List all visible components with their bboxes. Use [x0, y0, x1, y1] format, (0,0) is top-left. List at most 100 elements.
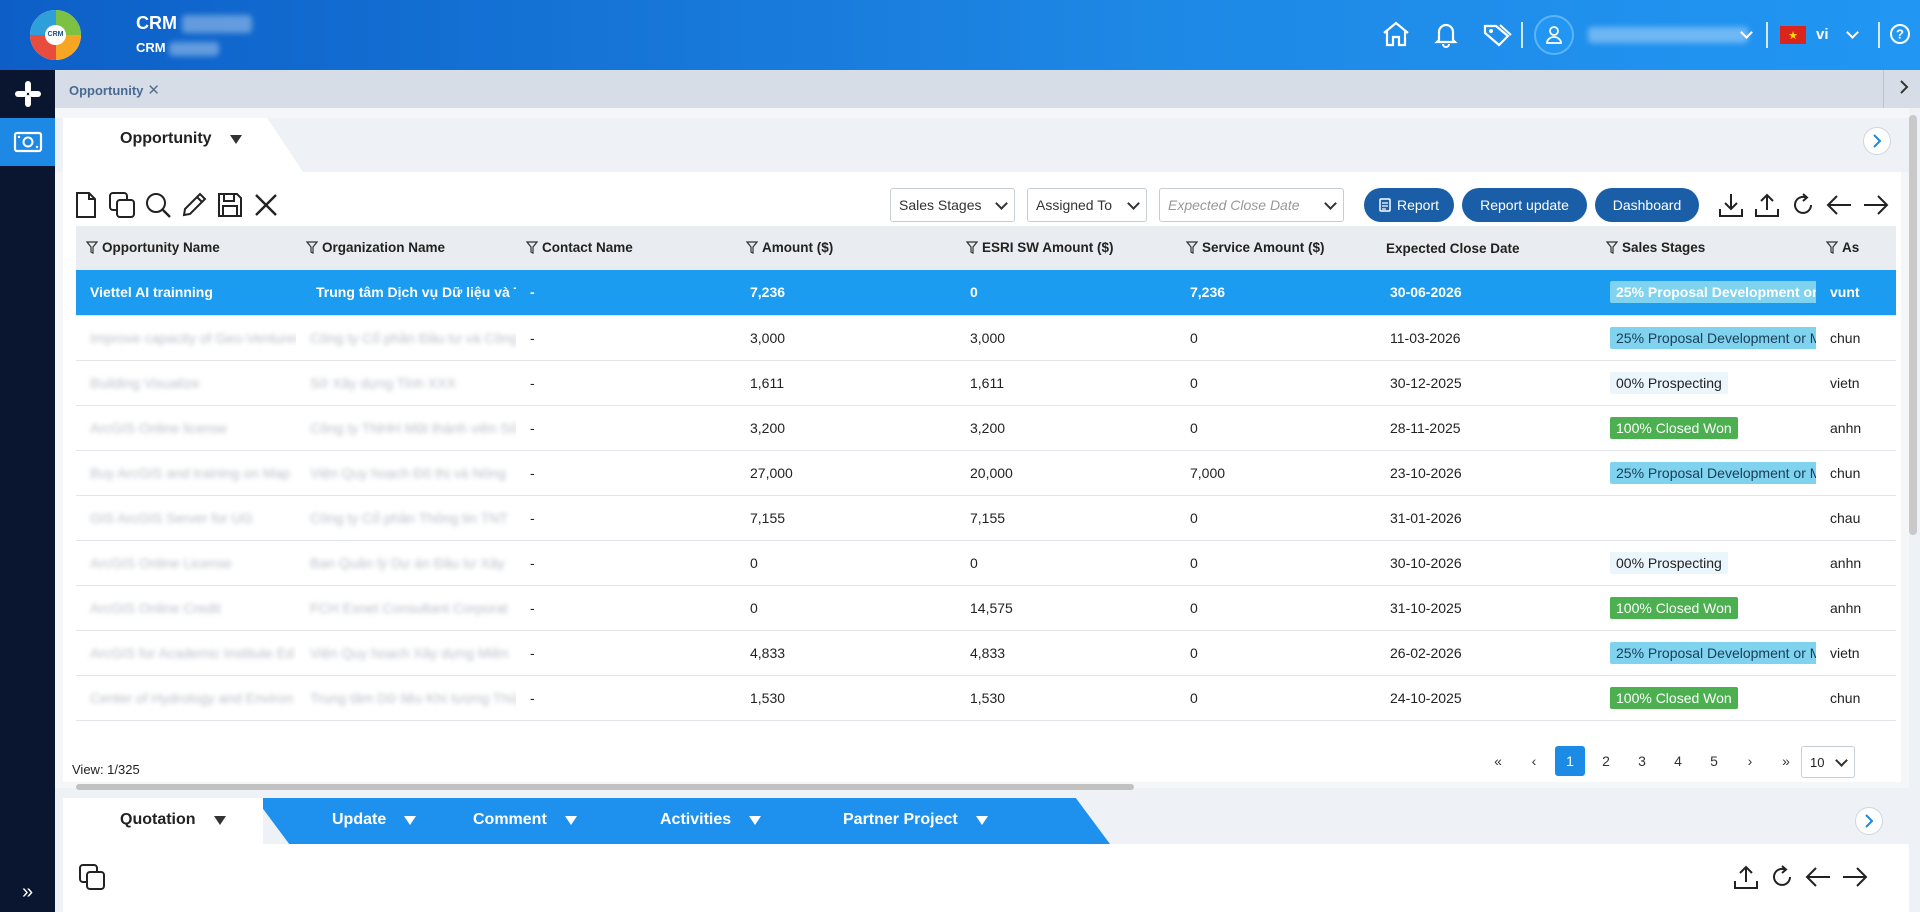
bell-icon[interactable]	[1430, 18, 1462, 50]
upload-icon[interactable]	[1752, 190, 1782, 220]
tags-icon[interactable]	[1482, 18, 1514, 50]
prev-page-icon[interactable]: ‹	[1531, 753, 1537, 769]
vertical-scrollbar[interactable]	[1909, 115, 1917, 535]
help-icon[interactable]: ?	[1884, 18, 1916, 50]
filter-icon[interactable]	[745, 240, 759, 257]
caret-down-icon[interactable]	[229, 134, 242, 144]
table-row[interactable]: Buy ArcGIS and training on Map Viện Quy h…	[76, 450, 1896, 496]
page-size-select[interactable]: 10	[1801, 746, 1855, 778]
page-number-button[interactable]: 2	[1602, 753, 1610, 769]
tab-comment[interactable]: Comment	[473, 811, 577, 829]
table-row[interactable]: GIS ArcGIS Server for UG Công ty Cổ phần …	[76, 495, 1896, 541]
table-row[interactable]: Building Visualize Sở Xây dựng Tỉnh XXX - 1…	[76, 360, 1896, 406]
refresh-icon[interactable]	[1788, 190, 1818, 220]
column-header[interactable]: Opportunity Name	[76, 226, 296, 270]
edit-pencil-icon[interactable]	[179, 190, 209, 220]
tabstrip-next-icon[interactable]	[1898, 79, 1910, 98]
caret-down-icon[interactable]	[975, 815, 988, 825]
user-name[interactable]	[1588, 26, 1748, 44]
caret-down-icon[interactable]	[564, 815, 577, 825]
column-header[interactable]: Sales Stages	[1596, 226, 1816, 270]
crm-logo[interactable]: CRM	[30, 10, 81, 60]
tab-quotation[interactable]: Quotation	[120, 811, 226, 829]
column-header[interactable]: Service Amount ($)	[1176, 226, 1376, 270]
last-page-icon[interactable]: »	[1782, 753, 1790, 769]
filter-icon[interactable]	[965, 240, 979, 257]
tab-activities[interactable]: Activities	[660, 811, 762, 829]
download-icon[interactable]	[1716, 190, 1746, 220]
caret-down-icon[interactable]	[404, 815, 417, 825]
tab-opportunity[interactable]: Opportunity ✕	[69, 81, 160, 99]
dashboard-button[interactable]: Dashboard	[1595, 188, 1699, 222]
column-header[interactable]: ESRI SW Amount ($)	[956, 226, 1176, 270]
panel-next-icon[interactable]	[1863, 127, 1891, 155]
report-button[interactable]: Report	[1364, 188, 1454, 222]
filter-icon[interactable]	[1825, 240, 1839, 257]
user-avatar-icon[interactable]	[1534, 15, 1574, 55]
horizontal-scrollbar[interactable]	[76, 784, 1896, 790]
page-number-button[interactable]: 5	[1710, 753, 1718, 769]
close-icon[interactable]: ✕	[147, 82, 160, 99]
bottom-next-icon[interactable]	[1855, 807, 1883, 835]
table-row[interactable]: ArcGIS for Academic Institute Ed Viện Quy…	[76, 630, 1896, 676]
table-row[interactable]: Center of Hydrology and Environ Trung tâm…	[76, 675, 1896, 721]
column-header[interactable]: As	[1816, 226, 1896, 270]
language-label[interactable]: vi	[1816, 26, 1829, 43]
table-row[interactable]: Viettel AI trainning Trung tâm Dịch vụ Dữ…	[76, 270, 1896, 316]
assigned-to-filter[interactable]: Assigned To	[1027, 188, 1147, 222]
tab-update[interactable]: Update	[332, 811, 417, 829]
table-cell-name: Viettel AI trainning	[76, 270, 296, 316]
save-icon[interactable]	[215, 190, 245, 220]
filter-icon[interactable]	[525, 240, 539, 257]
sales-stages-filter[interactable]: Sales Stages	[890, 188, 1015, 222]
user-menu-chevron-icon[interactable]	[1730, 18, 1762, 50]
filter-icon[interactable]	[305, 240, 319, 257]
copy-icon[interactable]	[77, 862, 107, 892]
column-header[interactable]: Organization Name	[296, 226, 516, 270]
sidebar-item-apps[interactable]	[0, 70, 55, 118]
cell-text: Công ty TNHH Một thành viên Số	[310, 419, 516, 436]
filter-icon[interactable]	[1185, 240, 1199, 257]
table-row[interactable]: ArcGIS Online License Ban Quản lý Dự án Đ…	[76, 540, 1896, 586]
table-row[interactable]: ArcGIS Online license Công ty TNHH Một th…	[76, 405, 1896, 451]
home-icon[interactable]	[1380, 18, 1412, 50]
report-update-button[interactable]: Report update	[1462, 188, 1587, 222]
cell-text: 31-01-2026	[1390, 509, 1462, 526]
sidebar-expand-icon[interactable]: »	[21, 880, 34, 903]
tab-opportunity-panel[interactable]: Opportunity	[120, 130, 242, 148]
column-header[interactable]: Amount ($)	[736, 226, 956, 270]
panel-tab-label: Opportunity	[120, 130, 212, 147]
cell-text: -	[530, 329, 535, 346]
table-cell-name: ArcGIS Online license	[76, 405, 296, 451]
sidebar-item-opportunity[interactable]	[0, 118, 55, 166]
filter-icon[interactable]	[85, 240, 99, 257]
arrow-right-icon[interactable]	[1840, 862, 1870, 892]
arrow-left-icon[interactable]	[1824, 190, 1854, 220]
cell-text: 11-03-2026	[1390, 329, 1461, 346]
caret-down-icon[interactable]	[213, 815, 226, 825]
table-cell-service: 7,236	[1176, 270, 1376, 316]
expected-close-date-filter[interactable]: Expected Close Date	[1159, 188, 1344, 222]
page-number-button[interactable]: 4	[1674, 753, 1682, 769]
tab-partner-project[interactable]: Partner Project	[843, 811, 988, 829]
column-header[interactable]: Expected Close Date	[1376, 226, 1596, 270]
first-page-icon[interactable]: «	[1494, 753, 1502, 769]
caret-down-icon[interactable]	[749, 815, 762, 825]
next-page-icon[interactable]: ›	[1747, 753, 1753, 769]
refresh-icon[interactable]	[1767, 862, 1797, 892]
cell-text: 30-06-2026	[1390, 284, 1462, 301]
column-header[interactable]: Contact Name	[516, 226, 736, 270]
page-number-button[interactable]: 3	[1638, 753, 1646, 769]
new-file-icon[interactable]	[71, 190, 101, 220]
table-row[interactable]: ArcGIS Online Credit FCH Esnet Consultant…	[76, 585, 1896, 631]
language-chevron-icon[interactable]	[1836, 18, 1868, 50]
upload-icon[interactable]	[1731, 862, 1761, 892]
search-icon[interactable]	[143, 190, 173, 220]
arrow-right-icon[interactable]	[1861, 190, 1891, 220]
table-row[interactable]: Improve capacity of Geo-Ventures Công ty …	[76, 315, 1896, 361]
page-number-button[interactable]: 1	[1555, 746, 1585, 776]
delete-x-icon[interactable]	[251, 190, 281, 220]
arrow-left-icon[interactable]	[1803, 862, 1833, 892]
filter-icon[interactable]	[1605, 240, 1619, 257]
copy-icon[interactable]	[107, 190, 137, 220]
